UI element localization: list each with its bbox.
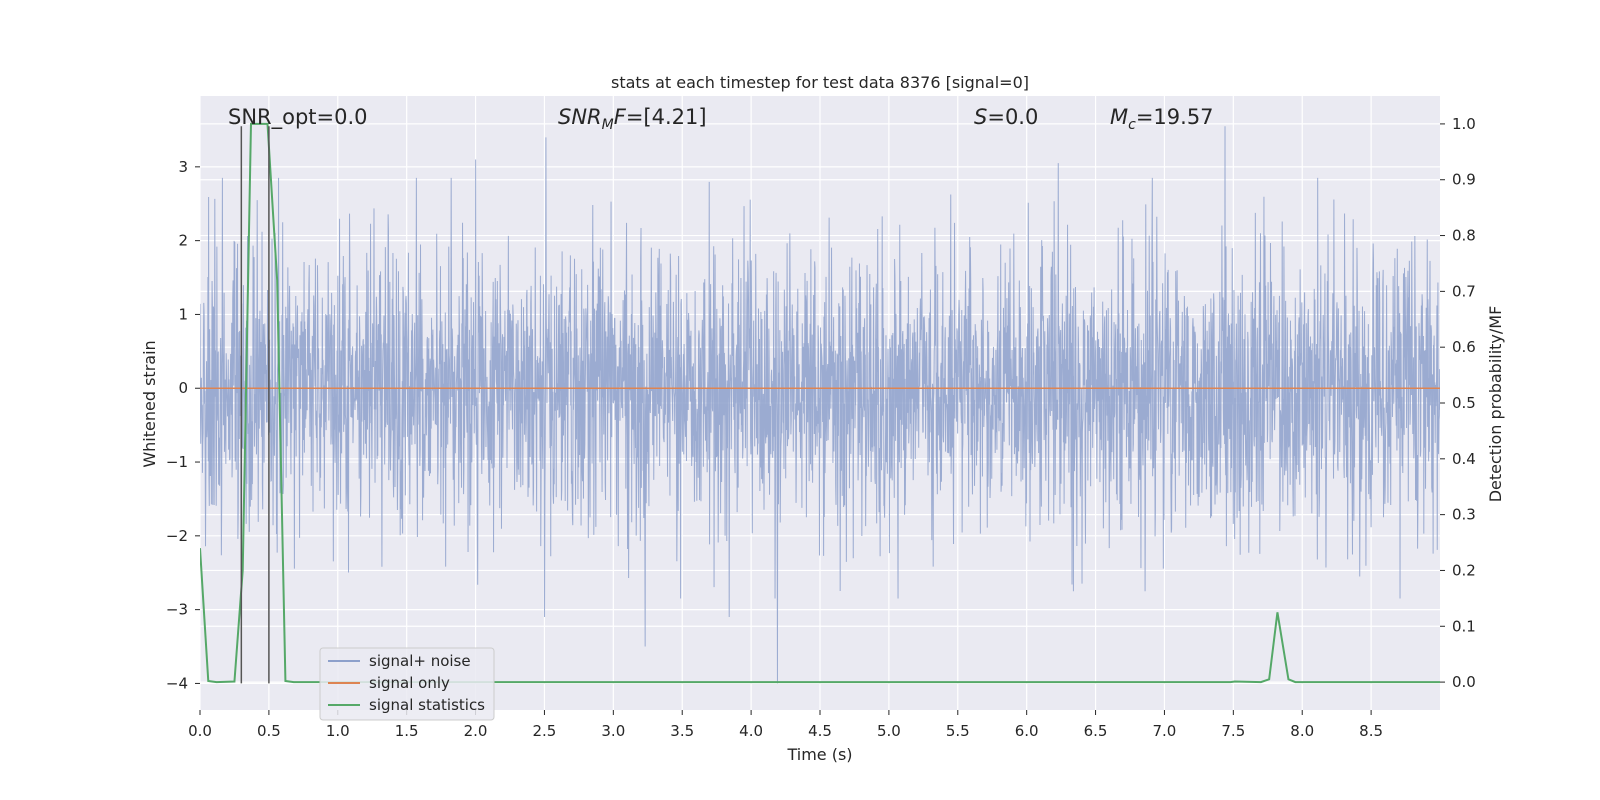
y-right-tick-label: 0.6 bbox=[1452, 338, 1476, 356]
legend: signal+ noise signal only signal statist… bbox=[319, 647, 495, 721]
y-axis-right-label: Detection probability/MF bbox=[1486, 306, 1505, 503]
y-right-tick-label: 0.1 bbox=[1452, 617, 1476, 635]
y-right-tick-label: 0.8 bbox=[1452, 227, 1476, 245]
x-tick-label: 2.5 bbox=[533, 722, 557, 740]
x-tick-label: 4.0 bbox=[739, 722, 763, 740]
x-tick-label: 3.0 bbox=[601, 722, 625, 740]
series-signal-noise bbox=[200, 126, 1440, 684]
x-tick-label: 7.0 bbox=[1153, 722, 1177, 740]
y-axis-left-label: Whitened strain bbox=[140, 340, 159, 467]
x-tick-label: 0.5 bbox=[257, 722, 281, 740]
y-right-tick-label: 0.9 bbox=[1452, 171, 1476, 189]
vertical-markers bbox=[240, 126, 270, 684]
y-left-tick-label: −4 bbox=[166, 674, 188, 692]
x-tick-label: 7.5 bbox=[1221, 722, 1245, 740]
y-right-tick-label: 0.3 bbox=[1452, 506, 1476, 524]
x-tick-label: 6.5 bbox=[1084, 722, 1108, 740]
y-left-tick-label: −2 bbox=[166, 527, 188, 545]
x-tick-label: 5.0 bbox=[877, 722, 901, 740]
x-tick-label: 2.0 bbox=[464, 722, 488, 740]
x-tick-label: 1.5 bbox=[395, 722, 419, 740]
x-tick-label: 6.0 bbox=[1015, 722, 1039, 740]
y-right-tick-label: 0.5 bbox=[1452, 394, 1476, 412]
y-right-tick-label: 0.0 bbox=[1452, 673, 1476, 691]
y-right-tick-label: 1.0 bbox=[1452, 115, 1476, 133]
y-left-tick-label: 0 bbox=[178, 379, 188, 397]
x-tick-label: 5.5 bbox=[946, 722, 970, 740]
annotation-snr-opt: SNR_opt=0.0 bbox=[228, 105, 368, 130]
series-layer bbox=[200, 122, 1440, 684]
y-right-tick-label: 0.7 bbox=[1452, 282, 1476, 300]
x-axis-label: Time (s) bbox=[786, 745, 852, 764]
legend-label-signal-only: signal only bbox=[369, 674, 450, 692]
y-right-tick-label: 0.2 bbox=[1452, 561, 1476, 579]
legend-box bbox=[319, 647, 495, 721]
chart-title: stats at each timestep for test data 837… bbox=[611, 73, 1029, 92]
y-left-tick-label: 3 bbox=[178, 158, 188, 176]
annotation-s: S=0.0 bbox=[974, 105, 1038, 129]
y-left-tick-label: 2 bbox=[178, 232, 188, 250]
x-tick-label: 3.5 bbox=[670, 722, 694, 740]
x-tick-label: 8.5 bbox=[1359, 722, 1383, 740]
x-tick-label: 8.0 bbox=[1290, 722, 1314, 740]
annotation-snr-mf: SNRMF=[4.21] bbox=[558, 105, 707, 133]
y-right-tick-label: 0.4 bbox=[1452, 450, 1476, 468]
annotation-mc: Mc=19.57 bbox=[1110, 105, 1214, 133]
y-left-tick-label: 1 bbox=[178, 305, 188, 323]
x-tick-label: 4.5 bbox=[808, 722, 832, 740]
legend-label-signal-noise: signal+ noise bbox=[369, 652, 471, 670]
x-tick-label: 1.0 bbox=[326, 722, 350, 740]
legend-label-signal-statistics: signal statistics bbox=[369, 696, 485, 714]
x-tick-label: 0.0 bbox=[188, 722, 212, 740]
tick-labels: 0.0 0.5 1.0 1.5 2.0 2.5 3.0 3.5 4.0 4.5 5.0 5.5 6.0 6… bbox=[166, 115, 1476, 740]
y-left-tick-label: −3 bbox=[166, 601, 188, 619]
y-left-tick-label: −1 bbox=[166, 453, 188, 471]
